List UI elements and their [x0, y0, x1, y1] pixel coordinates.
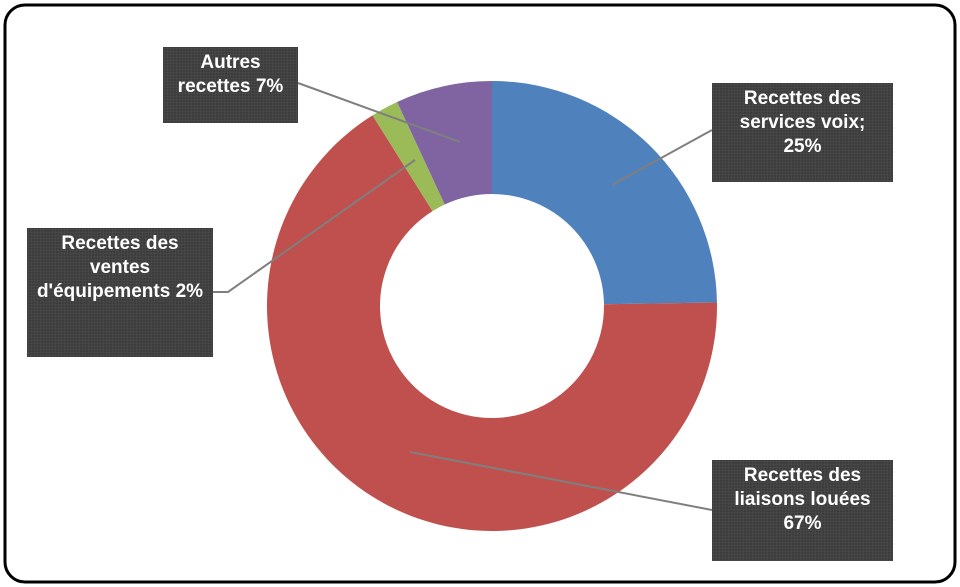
- slice: [266, 115, 717, 531]
- label-value: 7%: [255, 76, 284, 97]
- leader-line: [297, 82, 461, 143]
- leader-lines: [213, 82, 713, 511]
- label-category: Autres recettes: [177, 52, 261, 97]
- leader-line: [611, 129, 713, 186]
- label-value: 67%: [783, 513, 822, 534]
- data-label: Recettes des services voix; 25%: [712, 83, 893, 182]
- slice: [372, 101, 445, 212]
- data-label: Recettes des ventes d'équipements 2%: [27, 228, 213, 357]
- leader-line: [213, 159, 416, 293]
- slice: [492, 81, 717, 305]
- leader-line: [409, 451, 713, 511]
- slice: [397, 81, 492, 205]
- label-value: 25%: [783, 136, 822, 157]
- label-value: 2%: [175, 281, 204, 302]
- slices: [266, 81, 717, 531]
- label-category: Recettes des liaisons louées: [734, 465, 871, 510]
- label-category: Recettes des services voix;: [739, 88, 866, 133]
- data-label: Recettes des liaisons louées 67%: [712, 460, 893, 561]
- label-category: Recettes des ventes d'équipements: [36, 233, 179, 302]
- data-label: Autres recettes 7%: [163, 47, 298, 123]
